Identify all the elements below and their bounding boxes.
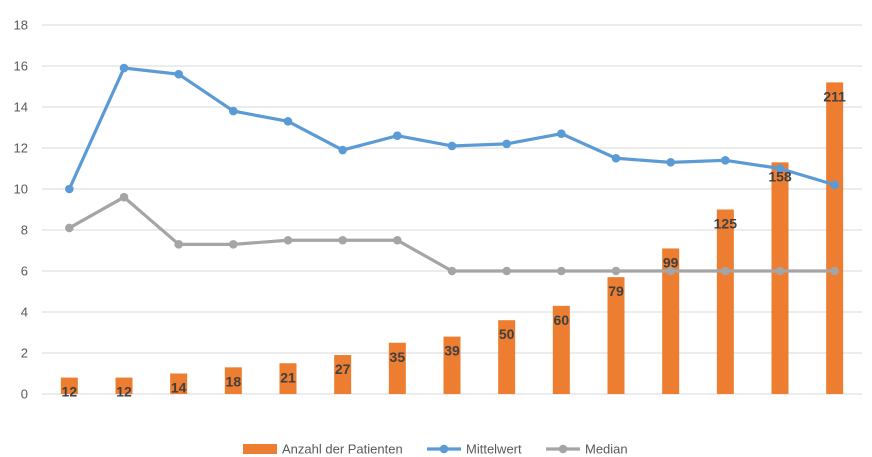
series-point bbox=[721, 156, 730, 165]
series-point bbox=[775, 266, 785, 276]
legend-swatch-marker bbox=[558, 444, 568, 454]
bar bbox=[662, 248, 680, 394]
y-axis-tick-labels: 0 2 4 6 8 10 12 14 16 18 bbox=[14, 18, 28, 402]
bar-data-label: 35 bbox=[390, 349, 406, 365]
bar bbox=[552, 305, 570, 394]
y-tick-label: 16 bbox=[14, 59, 28, 74]
y-tick-label: 14 bbox=[14, 100, 28, 115]
y-tick-label: 6 bbox=[21, 264, 28, 279]
bar-data-label: 211 bbox=[823, 88, 846, 104]
series-point bbox=[338, 235, 347, 245]
legend-swatch-marker bbox=[439, 444, 449, 454]
bar-data-label: 125 bbox=[714, 216, 738, 232]
series-point bbox=[666, 266, 675, 276]
series-point bbox=[119, 192, 129, 202]
bar bbox=[60, 377, 78, 394]
bar bbox=[115, 377, 133, 394]
series-point bbox=[65, 223, 74, 233]
bar-data-label: 12 bbox=[62, 384, 78, 400]
legend-label: Mittelwert bbox=[466, 442, 522, 457]
bar-data-label: 21 bbox=[280, 369, 296, 385]
bar-data-label: 158 bbox=[768, 168, 792, 184]
bar-data-label: 12 bbox=[116, 384, 132, 400]
legend-swatch-bar bbox=[243, 444, 277, 454]
series-point bbox=[338, 145, 347, 155]
legend: Anzahl der Patienten Mittelwert Median bbox=[243, 442, 628, 457]
series-point bbox=[393, 131, 402, 140]
y-tick-label: 12 bbox=[14, 141, 28, 156]
y-tick-label: 4 bbox=[21, 305, 28, 320]
grid-layer bbox=[42, 24, 862, 395]
series-point bbox=[65, 184, 74, 194]
bar bbox=[771, 162, 789, 394]
bar bbox=[498, 320, 516, 394]
y-tick-label: 0 bbox=[21, 387, 28, 402]
bar bbox=[170, 373, 188, 394]
series-point bbox=[775, 164, 785, 173]
series-point bbox=[447, 141, 457, 151]
y-tick-label: 10 bbox=[14, 182, 28, 197]
bar bbox=[224, 367, 242, 394]
series-point bbox=[174, 69, 183, 79]
bar bbox=[716, 209, 734, 394]
bar bbox=[607, 277, 625, 394]
bar-series bbox=[60, 82, 844, 395]
bar-data-label: 50 bbox=[499, 326, 515, 342]
series-point bbox=[229, 106, 238, 116]
series-point bbox=[557, 266, 566, 276]
series-point bbox=[502, 266, 511, 276]
series-line bbox=[67, 66, 837, 191]
series-point bbox=[447, 266, 457, 276]
bar-data-label: 79 bbox=[608, 283, 624, 299]
series-point bbox=[611, 153, 621, 163]
series-point bbox=[283, 235, 293, 245]
bar bbox=[826, 82, 844, 395]
bar-data-label: 39 bbox=[444, 343, 460, 359]
bar bbox=[279, 363, 297, 394]
bar-data-label: 60 bbox=[554, 312, 570, 328]
series-point bbox=[830, 266, 839, 276]
series-point bbox=[393, 235, 402, 245]
bar bbox=[388, 342, 406, 394]
series-point bbox=[611, 266, 621, 276]
series-point bbox=[502, 139, 511, 149]
series-point bbox=[119, 63, 129, 73]
bar-data-label: 18 bbox=[226, 373, 242, 389]
bar-data-label: 99 bbox=[663, 254, 679, 270]
bar-data-labels: 12 12 14 18 21 27 35 39 50 60 79 99 125 158 211 bbox=[62, 88, 847, 399]
legend-label: Anzahl der Patienten bbox=[282, 442, 403, 457]
y-tick-label: 18 bbox=[14, 18, 28, 33]
series-point bbox=[174, 240, 183, 249]
bar bbox=[334, 355, 352, 394]
series-point bbox=[721, 266, 730, 276]
series-point bbox=[830, 180, 839, 190]
y-tick-label: 8 bbox=[21, 223, 28, 238]
series-point bbox=[666, 158, 675, 167]
bar-data-label: 14 bbox=[171, 380, 187, 396]
y-tick-label: 2 bbox=[21, 346, 28, 361]
series-point bbox=[283, 117, 293, 126]
bar bbox=[443, 336, 461, 394]
bar-data-label: 27 bbox=[335, 361, 351, 377]
series-point bbox=[229, 240, 238, 249]
line-series bbox=[65, 63, 839, 276]
legend-label: Median bbox=[585, 442, 628, 457]
series-point bbox=[557, 129, 566, 138]
